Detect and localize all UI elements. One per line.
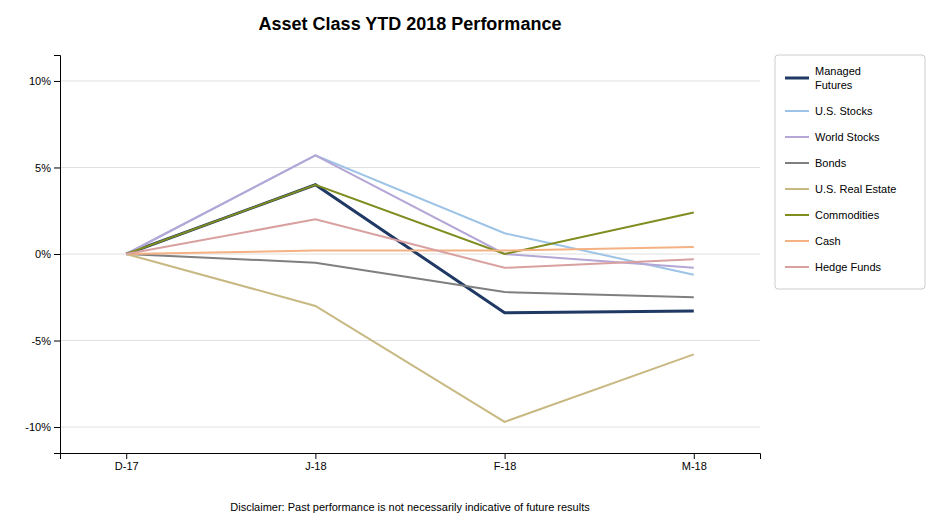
- legend-item: Cash: [785, 235, 841, 247]
- series-line: [126, 219, 694, 267]
- legend-label: Cash: [815, 235, 841, 247]
- legend-swatch: [785, 136, 809, 138]
- chart: -10% -5% 0% 5% 10% D-17 J-18 F-18 M-18 Asset Clas…: [0, 0, 940, 523]
- legend-item: Bonds: [785, 157, 847, 169]
- tick-mark: [694, 453, 695, 459]
- series-line: [126, 254, 694, 422]
- y-tick: -5%: [31, 335, 60, 347]
- lines: [126, 155, 694, 421]
- legend-label: Hedge Funds: [815, 261, 882, 273]
- tick-label: F-18: [494, 460, 517, 472]
- plot: -10% -5% 0% 5% 10% D-17 J-18 F-18 M-18: [25, 56, 760, 472]
- annotation: Disclaimer: Past performance is not nece…: [230, 501, 590, 513]
- x-tick: J-18: [305, 453, 326, 472]
- grid-line: [60, 340, 760, 341]
- series-line: [126, 155, 694, 274]
- legend-item: U.S. Real Estate: [785, 183, 896, 195]
- tick-label: -10%: [25, 421, 51, 433]
- tick-label: 5%: [35, 161, 51, 173]
- tick-mark: [54, 81, 60, 82]
- legend-swatch: [785, 162, 809, 164]
- grid: [60, 81, 760, 427]
- series-line: [126, 247, 694, 254]
- legend-label: ManagedFutures: [815, 65, 861, 91]
- legend-label: Commodities: [815, 209, 880, 221]
- tick-mark: [54, 254, 60, 255]
- y-tick: -10%: [25, 421, 60, 433]
- tick-label: D-17: [115, 460, 139, 472]
- grid-line: [60, 80, 760, 81]
- legend-item: Commodities: [785, 209, 880, 221]
- legend-swatch: [785, 110, 809, 112]
- series-line: [126, 155, 694, 267]
- legend-label: U.S. Real Estate: [815, 183, 896, 195]
- y-axis: -10% -5% 0% 5% 10%: [25, 56, 60, 454]
- tick-label: J-18: [305, 460, 326, 472]
- x-tick: M-18: [682, 453, 707, 472]
- legend-item: U.S. Stocks: [785, 105, 873, 117]
- tick-mark: [54, 341, 60, 342]
- y-tick: 5%: [35, 161, 60, 173]
- y-tick: 0%: [35, 248, 60, 260]
- legend-swatch: [785, 266, 809, 268]
- legend-label: World Stocks: [815, 131, 880, 143]
- grid-line: [60, 427, 760, 428]
- tick-label: M-18: [682, 460, 707, 472]
- tick-mark: [315, 453, 316, 459]
- axis-line: [61, 454, 761, 460]
- legend-item: Hedge Funds: [785, 261, 882, 273]
- tick-label: 0%: [35, 248, 51, 260]
- tick-label: 10%: [29, 75, 51, 87]
- tick-mark: [54, 427, 60, 428]
- x-tick: D-17: [115, 453, 139, 472]
- tick-mark: [505, 453, 506, 459]
- tick-mark: [54, 167, 60, 168]
- legend-item: World Stocks: [785, 131, 880, 143]
- legend-label: U.S. Stocks: [815, 105, 873, 117]
- legend: ManagedFutures U.S. Stocks World Stocks Bon…: [775, 55, 925, 289]
- legend-swatch: [785, 77, 809, 80]
- legend-label: Bonds: [815, 157, 847, 169]
- tick-mark: [126, 453, 127, 459]
- grid-line: [60, 167, 760, 168]
- series-line: [126, 254, 694, 297]
- legend-swatch: [785, 240, 809, 242]
- x-tick: F-18: [494, 453, 517, 472]
- title: Asset Class YTD 2018 Performance: [259, 14, 562, 34]
- tick-label: -5%: [31, 335, 51, 347]
- x-axis: D-17 J-18 F-18 M-18: [61, 453, 761, 472]
- legend-box: [775, 55, 925, 289]
- legend-item: ManagedFutures: [785, 65, 861, 91]
- y-tick: 10%: [29, 75, 60, 87]
- axis-line: [54, 56, 61, 454]
- legend-swatch: [785, 214, 809, 216]
- legend-swatch: [785, 188, 809, 190]
